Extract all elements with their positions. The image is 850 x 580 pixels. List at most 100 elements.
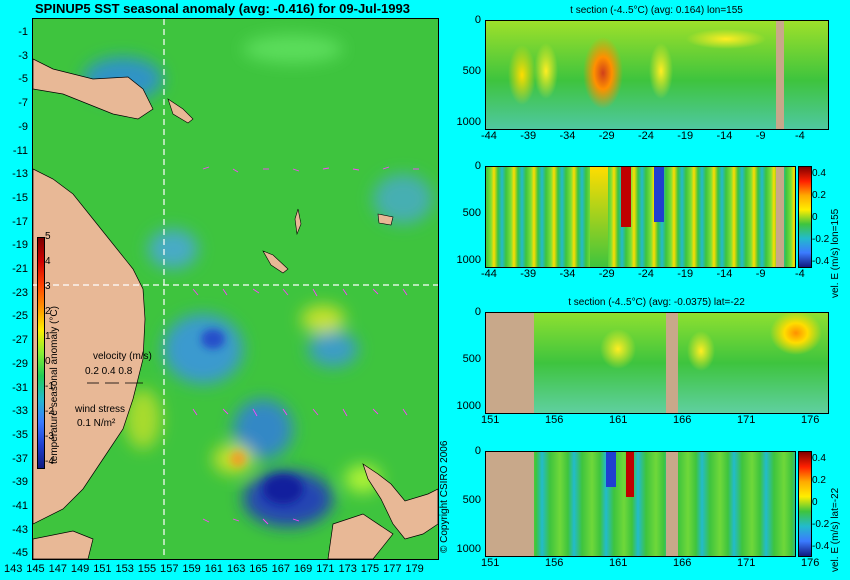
sst-map-svg <box>33 19 438 559</box>
wind-legend-label: wind stress <box>75 404 126 415</box>
australia-land <box>33 168 146 525</box>
velocity-legend-values: 0.2 0.4 0.8 <box>85 366 133 377</box>
map-y-tick: -3 <box>18 49 28 62</box>
vel-colorbar-tick: 0.4 <box>812 168 826 179</box>
velocity-legend-arrows <box>87 382 143 384</box>
section-x-tick: -44 <box>481 130 497 142</box>
map-x-tick: 155 <box>137 563 157 575</box>
map-y-tick: -13 <box>12 168 28 181</box>
vel-section-lat-land-australia <box>486 452 534 556</box>
section-y-tick: 1000 <box>456 543 481 555</box>
wind-legend-value: 0.1 N/m² <box>77 418 116 429</box>
vel-lon-colorbar <box>798 166 812 268</box>
section-y-tick: 1000 <box>456 116 481 128</box>
map-y-tick: -21 <box>12 263 28 275</box>
map-x-tick: 151 <box>93 563 112 575</box>
section-x-tick: 176 <box>801 414 820 426</box>
vel-colorbar-tick: -0.2 <box>812 234 830 245</box>
section-x-tick: -39 <box>520 268 537 280</box>
map-x-tick: 153 <box>115 563 134 575</box>
vel-colorbar-tick: 0.4 <box>812 453 826 464</box>
section-y-tick: 0 <box>474 160 481 172</box>
section-y-tick: 500 <box>462 65 481 77</box>
map-x-tick: 167 <box>271 563 290 575</box>
map-x-tick: 157 <box>160 563 179 575</box>
map-colorbar-tick: 2 <box>45 306 51 317</box>
section-x-tick: -24 <box>638 130 654 142</box>
vel-colorbar-tick: -0.4 <box>812 541 830 552</box>
section-x-tick: 156 <box>545 557 564 569</box>
section-x-tick: 156 <box>545 414 564 426</box>
map-x-tick: 175 <box>360 563 380 575</box>
map-x-tick: 147 <box>48 563 67 575</box>
vel-section-lat-land-newcaledonia <box>666 452 678 556</box>
section-x-tick: 161 <box>609 557 628 569</box>
t-section-lat-panel[interactable] <box>485 312 829 414</box>
map-x-tick: 179 <box>405 563 424 575</box>
section-y-tick: 500 <box>462 494 481 506</box>
map-x-tick: 169 <box>293 563 313 575</box>
section-x-tick: 176 <box>801 557 820 569</box>
fiji-land <box>377 213 394 226</box>
map-y-tick: -17 <box>12 215 28 228</box>
map-x-tick: 165 <box>249 563 268 575</box>
tasmania-land <box>33 530 94 559</box>
vel-lon-core-east <box>621 167 631 227</box>
map-x-tick: 171 <box>316 563 335 575</box>
map-title: SPINUP5 SST seasonal anomaly (avg: -0.41… <box>35 1 410 16</box>
land-masses <box>33 58 438 559</box>
section-x-tick: 161 <box>609 414 628 426</box>
map-y-tick: -43 <box>12 523 28 536</box>
map-y-tick: -29 <box>12 357 28 370</box>
vel-colorbar-tick: 0.2 <box>812 190 826 201</box>
map-colorbar-tick: 1 <box>45 331 51 342</box>
section-x-tick: 151 <box>481 557 500 569</box>
new-caledonia-land <box>262 250 289 274</box>
map-y-tick: -45 <box>12 547 28 560</box>
map-colorbar-tick: -4 <box>45 456 54 467</box>
map-colorbar-tick: -2 <box>45 406 54 417</box>
section-x-tick: -19 <box>677 130 694 142</box>
map-y-tick: -15 <box>12 191 28 204</box>
section-y-tick: 0 <box>474 306 481 318</box>
map-y-tick: -39 <box>12 476 28 489</box>
map-y-tick: -33 <box>12 405 28 418</box>
t-section-lon-title: t section (-4..5°C) (avg: 0.164) lon=155 <box>570 5 743 16</box>
vel-section-lon-panel[interactable] <box>485 166 796 268</box>
section-x-tick: 171 <box>737 557 756 569</box>
map-y-tick: -31 <box>12 381 28 394</box>
section-x-tick: 166 <box>673 557 692 569</box>
section-x-tick: -34 <box>559 268 576 280</box>
vanuatu-land <box>294 208 302 236</box>
map-colorbar-tick: 5 <box>45 231 51 242</box>
vel-lon-core-west <box>654 167 664 222</box>
map-x-tick: 159 <box>182 563 201 575</box>
section-x-tick: 166 <box>673 414 692 426</box>
map-x-tick: 161 <box>204 563 224 575</box>
map-y-tick: -41 <box>12 500 28 512</box>
map-x-tick: 177 <box>383 563 402 575</box>
map-y-tick: -11 <box>12 144 28 157</box>
vel-lat-colorbar-label: vel. E (m/s) lat=-22 <box>830 487 841 572</box>
map-y-tick: -27 <box>12 334 28 347</box>
vel-section-lat-panel[interactable] <box>485 451 796 557</box>
vel-lon-jet <box>590 167 608 267</box>
section-x-tick: -19 <box>677 268 694 280</box>
map-y-tick: -7 <box>18 97 28 110</box>
map-y-tick: -1 <box>18 26 28 38</box>
new-zealand-south-land <box>327 513 394 559</box>
map-x-tick: 149 <box>70 563 90 575</box>
section-x-tick: -29 <box>598 268 615 280</box>
map-colorbar-tick: -3 <box>45 431 54 442</box>
section-x-tick: -29 <box>598 130 615 142</box>
map-y-tick: -23 <box>12 286 28 299</box>
vel-lat-colorbar <box>798 451 812 557</box>
sst-map[interactable]: 5 4 3 2 1 0 -1 -2 -3 -4 temperature seasonal anom… <box>32 18 439 560</box>
t-section-lon-panel[interactable] <box>485 20 829 130</box>
section-y-tick: 500 <box>462 207 481 219</box>
section-y-tick: 1000 <box>456 400 481 412</box>
section-x-tick: -4 <box>795 130 805 142</box>
section-x-tick: -14 <box>716 130 733 142</box>
map-x-tick: 143 <box>4 563 23 575</box>
t-section-lat-land-australia <box>486 313 534 413</box>
